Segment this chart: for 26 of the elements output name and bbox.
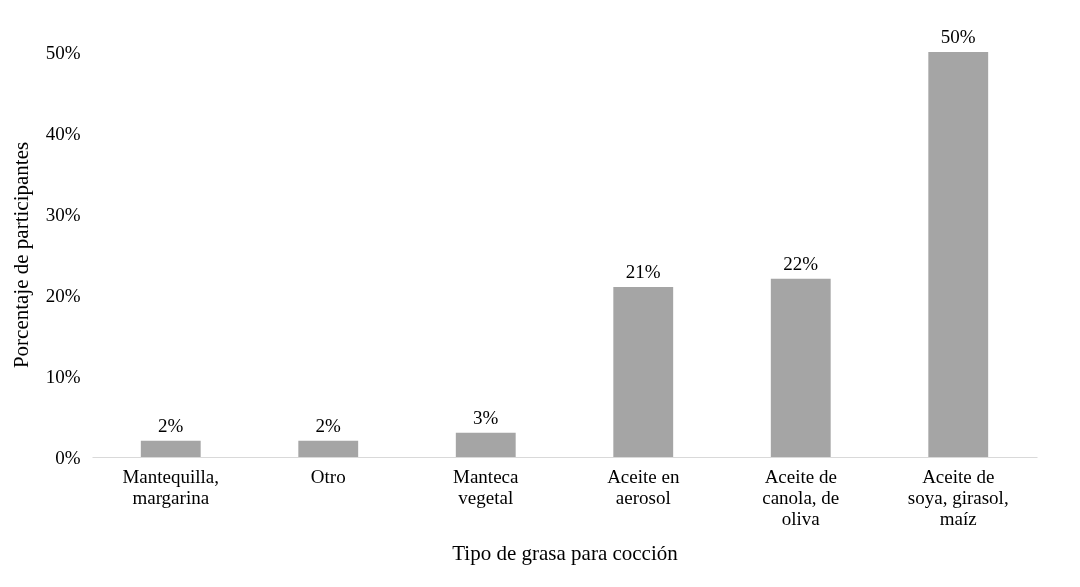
y-axis-title: Porcentaje de participantes xyxy=(8,141,33,369)
x-axis-title: Tipo de grasa para cocción xyxy=(452,540,679,565)
bar xyxy=(298,440,359,457)
y-tick-label: 50% xyxy=(45,41,81,63)
bar xyxy=(613,286,674,457)
y-tick-label: 10% xyxy=(45,365,81,387)
bar xyxy=(455,432,516,457)
data-label: 3% xyxy=(473,406,499,428)
x-tick-label: Manteca vegetal xyxy=(453,465,520,508)
x-tick-label: Otro xyxy=(310,465,346,487)
bar xyxy=(770,278,831,457)
data-label: 22% xyxy=(783,252,819,274)
data-label: 2% xyxy=(158,414,184,436)
y-tick-label: 0% xyxy=(55,446,81,468)
x-tick-label: Mantequilla, margarina xyxy=(122,465,220,508)
bar xyxy=(140,440,201,457)
x-tick-label: Aceite de soya, girasol, maíz xyxy=(907,465,1009,529)
data-label: 50% xyxy=(940,26,976,47)
y-tick-label: 30% xyxy=(45,203,81,225)
x-tick-label: Aceite de canola, de oliva xyxy=(762,465,840,529)
x-tick-label: Aceite en aerosol xyxy=(607,465,680,508)
data-label: 2% xyxy=(315,414,342,436)
data-label: 21% xyxy=(625,260,661,282)
bar xyxy=(928,52,989,457)
y-tick-label: 40% xyxy=(45,122,81,144)
y-tick-label: 20% xyxy=(45,284,81,306)
